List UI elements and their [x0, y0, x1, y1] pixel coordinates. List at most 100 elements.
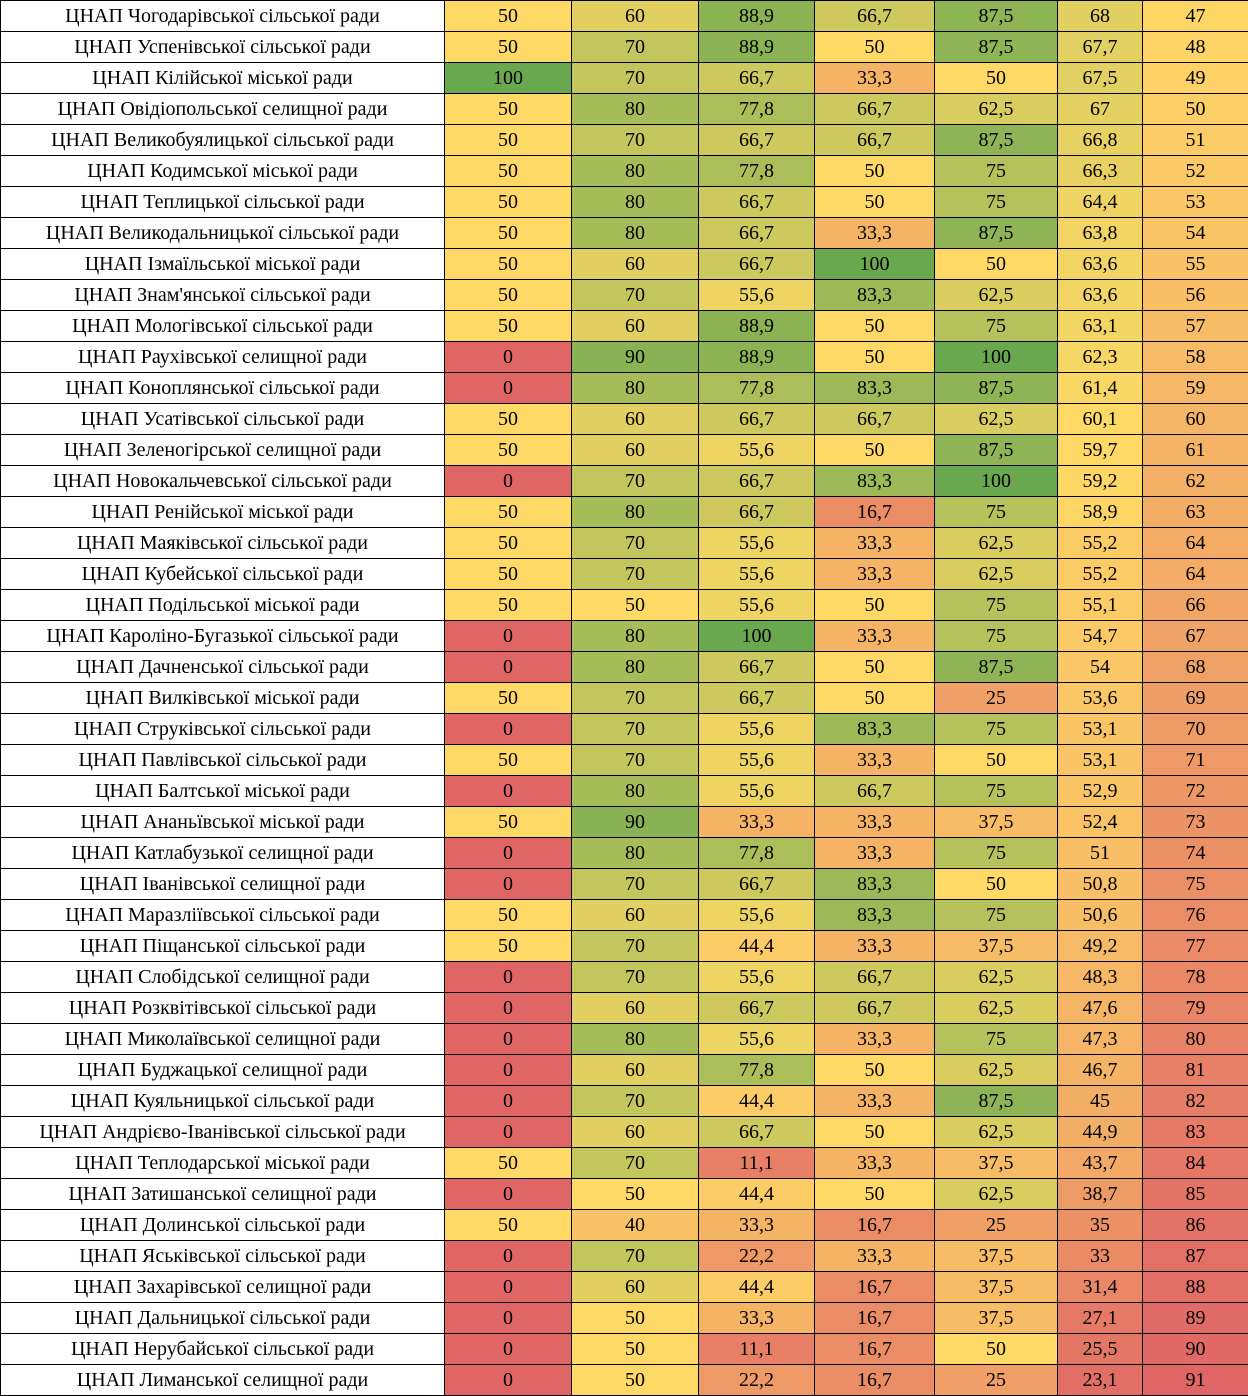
cell-indicator-5: 75 [934, 620, 1058, 652]
cell-indicator-1: 50 [444, 496, 572, 528]
cell-indicator-1: 0 [444, 465, 572, 497]
cell-indicator-5: 75 [934, 310, 1058, 342]
cell-rank: 55 [1142, 248, 1248, 280]
cell-indicator-4: 33,3 [814, 1240, 935, 1272]
cell-indicator-3: 55,6 [698, 899, 815, 931]
cell-indicator-1: 50 [444, 527, 572, 559]
cell-indicator-3: 100 [698, 620, 815, 652]
cell-rank: 89 [1142, 1302, 1248, 1334]
cell-indicator-2: 80 [571, 496, 699, 528]
cell-indicator-2: 70 [571, 930, 699, 962]
cell-total-score: 48,3 [1057, 961, 1143, 993]
cell-indicator-2: 70 [571, 31, 699, 63]
table-row: ЦНАП Андрієво-Іванівської сільської ради… [0, 1116, 1248, 1148]
table-row: ЦНАП Піщанської сільської ради 50 70 44,4 33… [0, 930, 1248, 962]
cell-rank: 63 [1142, 496, 1248, 528]
cell-indicator-2: 80 [571, 620, 699, 652]
cell-total-score: 62,3 [1057, 341, 1143, 373]
cell-name: ЦНАП Катлабузької селищної ради [0, 837, 445, 869]
cell-name: ЦНАП Струківської сільської ради [0, 713, 445, 745]
cell-indicator-4: 50 [814, 31, 935, 63]
cell-name: ЦНАП Долинської сільської ради [0, 1209, 445, 1241]
cell-name: ЦНАП Яськівської сільської ради [0, 1240, 445, 1272]
cell-total-score: 53,1 [1057, 713, 1143, 745]
cell-indicator-5: 50 [934, 868, 1058, 900]
cell-indicator-4: 50 [814, 651, 935, 683]
cell-rank: 49 [1142, 62, 1248, 94]
cell-rank: 50 [1142, 93, 1248, 125]
table-row: ЦНАП Великодальницької сільської ради 50 8… [0, 217, 1248, 249]
cell-indicator-2: 80 [571, 1023, 699, 1055]
cell-indicator-1: 0 [444, 1364, 572, 1396]
cell-name: ЦНАП Новокальчевської сільської ради [0, 465, 445, 497]
cell-indicator-3: 77,8 [698, 93, 815, 125]
cell-indicator-1: 50 [444, 217, 572, 249]
table-row: ЦНАП Дальницької сільської ради 0 50 33,3 16… [0, 1302, 1248, 1334]
cell-indicator-4: 33,3 [814, 620, 935, 652]
cell-name: ЦНАП Ананьївської міської ради [0, 806, 445, 838]
cell-name: ЦНАП Великодальницької сільської ради [0, 217, 445, 249]
cell-name: ЦНАП Андрієво-Іванівської сільської ради [0, 1116, 445, 1148]
cell-indicator-3: 55,6 [698, 961, 815, 993]
cell-indicator-2: 50 [571, 1302, 699, 1334]
cell-indicator-5: 62,5 [934, 992, 1058, 1024]
cell-indicator-2: 60 [571, 310, 699, 342]
cell-indicator-2: 90 [571, 806, 699, 838]
table-row: ЦНАП Великобуялицької сільської ради 50 70… [0, 124, 1248, 156]
cell-indicator-1: 0 [444, 868, 572, 900]
cell-name: ЦНАП Чогодарівської сільської ради [0, 0, 445, 32]
cell-rank: 70 [1142, 713, 1248, 745]
cell-name: ЦНАП Подільської міської ради [0, 589, 445, 621]
cell-indicator-4: 83,3 [814, 868, 935, 900]
cell-indicator-5: 37,5 [934, 1147, 1058, 1179]
cell-indicator-4: 50 [814, 341, 935, 373]
cell-indicator-3: 66,7 [698, 1116, 815, 1148]
cell-indicator-2: 70 [571, 744, 699, 776]
cell-indicator-5: 62,5 [934, 279, 1058, 311]
cell-indicator-4: 66,7 [814, 0, 935, 32]
cell-indicator-1: 0 [444, 651, 572, 683]
table-row: ЦНАП Теплодарської міської ради 50 70 11,1 3… [0, 1147, 1248, 1179]
cell-indicator-4: 33,3 [814, 930, 935, 962]
cell-rank: 88 [1142, 1271, 1248, 1303]
cell-indicator-4: 66,7 [814, 775, 935, 807]
cell-indicator-3: 55,6 [698, 527, 815, 559]
cell-rank: 64 [1142, 558, 1248, 590]
cell-indicator-5: 75 [934, 1023, 1058, 1055]
cell-indicator-4: 50 [814, 155, 935, 187]
cell-indicator-3: 44,4 [698, 1085, 815, 1117]
cell-rank: 66 [1142, 589, 1248, 621]
table-row: ЦНАП Кароліно-Бугазької сільської ради 0 8… [0, 620, 1248, 652]
cell-indicator-1: 50 [444, 155, 572, 187]
cell-name: ЦНАП Ізмаїльської міської ради [0, 248, 445, 280]
cell-indicator-3: 55,6 [698, 744, 815, 776]
cell-indicator-2: 80 [571, 217, 699, 249]
cell-indicator-1: 50 [444, 434, 572, 466]
cell-indicator-5: 62,5 [934, 1116, 1058, 1148]
table-row: ЦНАП Дачненської сільської ради 0 80 66,7 50… [0, 651, 1248, 683]
table-row: ЦНАП Новокальчевської сільської ради 0 70 6… [0, 465, 1248, 497]
cell-name: ЦНАП Зеленогірської селищної ради [0, 434, 445, 466]
cell-rank: 71 [1142, 744, 1248, 776]
cell-name: ЦНАП Маяківської сільської ради [0, 527, 445, 559]
cell-indicator-5: 87,5 [934, 651, 1058, 683]
cell-indicator-2: 70 [571, 868, 699, 900]
cell-indicator-3: 55,6 [698, 589, 815, 621]
cell-total-score: 67 [1057, 93, 1143, 125]
cell-name: ЦНАП Овідіопольської селищної ради [0, 93, 445, 125]
cell-indicator-3: 66,7 [698, 496, 815, 528]
cell-indicator-1: 50 [444, 682, 572, 714]
cell-indicator-1: 0 [444, 961, 572, 993]
cell-indicator-1: 0 [444, 1023, 572, 1055]
cell-indicator-1: 0 [444, 775, 572, 807]
table-row: ЦНАП Овідіопольської селищної ради 50 80 77… [0, 93, 1248, 125]
cell-indicator-4: 100 [814, 248, 935, 280]
cell-indicator-4: 33,3 [814, 527, 935, 559]
cell-rank: 57 [1142, 310, 1248, 342]
cell-indicator-3: 66,7 [698, 62, 815, 94]
table-row: ЦНАП Катлабузької селищної ради 0 80 77,8 33… [0, 837, 1248, 869]
cell-indicator-4: 16,7 [814, 1209, 935, 1241]
cell-indicator-1: 0 [444, 1302, 572, 1334]
cell-indicator-2: 60 [571, 1054, 699, 1086]
